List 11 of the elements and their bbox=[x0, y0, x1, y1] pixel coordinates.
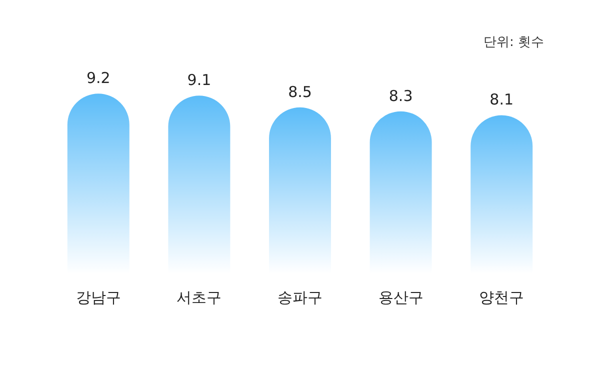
data-label: 8.5 bbox=[288, 82, 312, 101]
data-label: 9.1 bbox=[187, 71, 212, 90]
x-tick-label: 양천구 bbox=[479, 288, 524, 306]
x-tick-label: 서초구 bbox=[176, 288, 222, 306]
x-tick-label: 용산구 bbox=[378, 288, 424, 306]
x-tick-label: 송파구 bbox=[278, 288, 322, 306]
text: 단위: 횟수 bbox=[483, 35, 544, 50]
data-label: 8.3 bbox=[388, 86, 413, 105]
data-label: 8.1 bbox=[490, 90, 514, 109]
x-tick-label: 강남구 bbox=[76, 288, 121, 306]
data-label: 9.2 bbox=[86, 69, 110, 88]
